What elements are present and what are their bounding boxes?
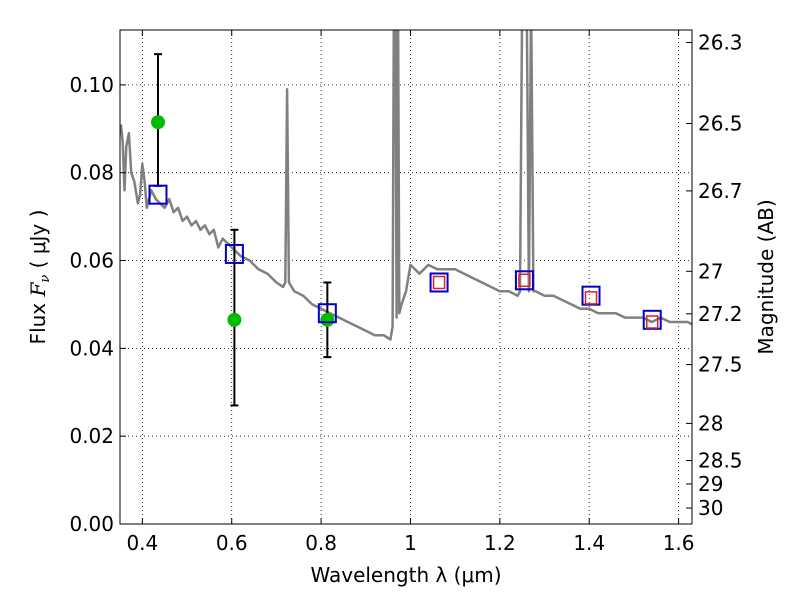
y-tick-label: 0.06 [69,249,114,273]
model-flux-square-red [584,291,598,305]
y-tick-label: 0.08 [69,161,114,185]
y-tick-label: 0.00 [69,512,114,536]
grid-lines [120,30,692,525]
mag-tick-label: 26.5 [698,112,743,136]
mag-tick-label: 27.2 [698,302,743,326]
model-flux-square-red [432,275,446,290]
plot-frame [119,29,693,525]
model-flux-square-blue [642,309,662,330]
observed-flux-point [150,115,165,130]
mag-tick-label: 26.3 [698,30,743,54]
y-axis-label: Flux Fν ( μJy ) [26,210,53,345]
model-flux-square-blue [317,303,337,324]
mag-tick-label: 28.5 [698,449,743,473]
plot-area [120,30,692,407]
mag-tick-label: 27 [698,259,723,283]
y-tick-label: 0.10 [69,73,114,97]
observed-flux-point [227,312,242,327]
model-flux-square-blue [148,184,168,205]
x-tick-label: 1.2 [484,531,516,555]
y-tick-label: 0.02 [69,424,114,448]
x-tick-label: 1.6 [663,531,695,555]
model-flux-square-blue [429,272,449,293]
observed-flux-point [320,312,335,327]
x-tick-label: 0.8 [305,531,337,555]
model-flux-square-red [645,315,659,329]
model-flux-square-blue [581,285,601,306]
x-tick-label: 1.4 [573,531,605,555]
model-flux-square-blue [514,270,534,291]
secondary-y-axis-label: Magnitude (AB) [754,199,778,354]
mag-tick-label: 27.5 [698,353,743,377]
model-flux-square-red [518,273,531,288]
x-tick-label: 0.6 [216,531,248,555]
mag-tick-label: 29 [698,472,723,496]
mag-tick-label: 30 [698,496,723,520]
axes: 0.4 0.6 0.8 1 1.2 1.4 1.6 0.00 0.02 0.04 0.06 0.08 0… [69,30,743,555]
model-flux-square-blue [224,243,244,264]
template-spectrum-line [120,30,692,341]
x-tick-label: 1 [404,531,417,555]
x-axis-label: Wavelength λ (μm) [310,563,501,587]
y-tick-label: 0.04 [69,336,114,360]
mag-tick-label: 26.7 [698,179,743,203]
mag-tick-label: 28 [698,411,723,435]
x-tick-label: 0.4 [126,531,158,555]
